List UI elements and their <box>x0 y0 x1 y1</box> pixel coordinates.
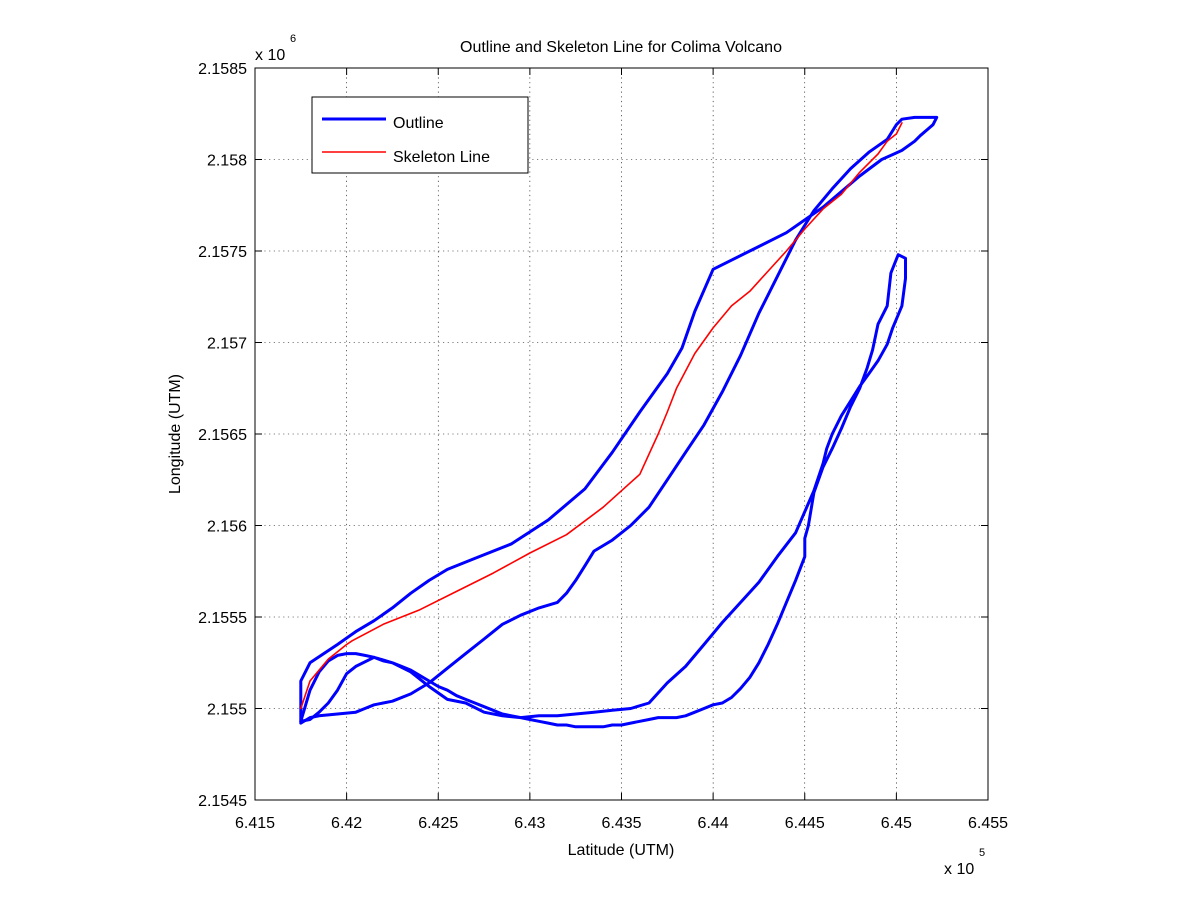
tick-marks <box>254 67 989 801</box>
x-tick-label: 6.425 <box>418 815 458 832</box>
y-multiplier-label: x 10 <box>255 47 285 64</box>
y-tick-label: 2.1575 <box>198 244 247 261</box>
y-axis-label: Longitude (UTM) <box>167 374 184 494</box>
x-tick-label: 6.455 <box>968 815 1008 832</box>
outline-series-line <box>299 253 907 729</box>
y-tick-label: 2.1585 <box>198 61 247 78</box>
y-tick-label: 2.155 <box>207 702 247 719</box>
y-multiplier-exponent: 6 <box>290 33 296 45</box>
x-axis-label: Latitude (UTM) <box>568 842 675 859</box>
x-multiplier-label: x 10 <box>944 861 974 878</box>
x-tick-label: 6.435 <box>601 815 641 832</box>
x-multiplier-exponent: 5 <box>979 847 985 859</box>
legend-label-skeleton: Skeleton Line <box>393 149 490 166</box>
x-tick-labels: 6.415 6.42 6.425 6.43 6.435 6.44 6.445 6.45 6.45… <box>235 815 1008 832</box>
series-layer <box>299 115 939 729</box>
x-tick-label: 6.42 <box>331 815 362 832</box>
legend: Outline Skeleton Line <box>311 96 529 174</box>
x-tick-label: 6.415 <box>235 815 275 832</box>
legend-box <box>311 96 529 174</box>
skeleton-series-line <box>299 122 903 710</box>
plot-area <box>299 115 939 729</box>
y-tick-labels: 2.1545 2.155 2.1555 2.156 2.1565 2.157 2.1575 2… <box>198 61 247 810</box>
outline-series-line <box>299 115 939 725</box>
legend-label-outline: Outline <box>393 115 444 132</box>
y-tick-label: 2.1565 <box>198 427 247 444</box>
y-tick-label: 2.157 <box>207 336 247 353</box>
x-tick-label: 6.45 <box>881 815 912 832</box>
y-tick-label: 2.156 <box>207 519 247 536</box>
y-tick-label: 2.1545 <box>198 793 247 810</box>
x-tick-label: 6.445 <box>785 815 825 832</box>
x-tick-label: 6.44 <box>698 815 729 832</box>
y-tick-label: 2.158 <box>207 153 247 170</box>
chart-title: Outline and Skeleton Line for Colima Vol… <box>460 39 782 56</box>
x-tick-label: 6.43 <box>514 815 545 832</box>
y-tick-label: 2.1555 <box>198 610 247 627</box>
